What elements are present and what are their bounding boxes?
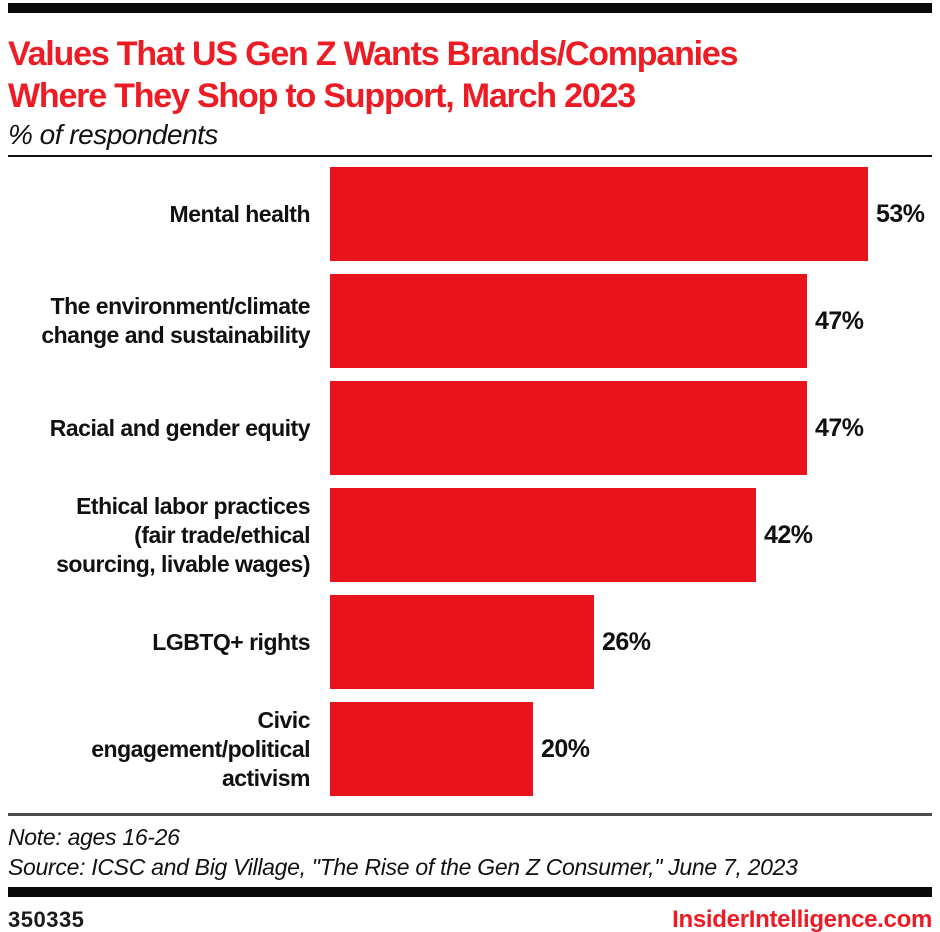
footer-row: 350335 InsiderIntelligence.com	[8, 906, 932, 932]
header-divider	[8, 155, 932, 157]
value-label: 20%	[541, 734, 590, 763]
bar-track: 47%	[330, 274, 932, 368]
bar-segment	[330, 381, 807, 475]
category-label: LGBTQ+ rights	[152, 628, 310, 655]
bar-row: Civic engagement/political activism 20%	[8, 702, 932, 796]
chart-source: Source: ICSC and Big Village, "The Rise …	[8, 854, 798, 880]
bar-segment	[330, 167, 868, 261]
bar-segment	[330, 274, 807, 368]
category-label: Mental health	[169, 200, 311, 227]
value-label: 26%	[602, 627, 651, 656]
bar-track: 26%	[330, 595, 932, 689]
bar-segment	[330, 702, 533, 796]
top-accent-bar	[8, 3, 932, 13]
bar-row: Racial and gender equity 47%	[8, 381, 932, 475]
category-label: The environment/climate change and susta…	[41, 293, 310, 348]
footer-divider	[8, 813, 932, 816]
chart-subtitle: % of respondents	[8, 119, 218, 150]
bar-segment	[330, 595, 594, 689]
bar-row: Mental health 53%	[8, 167, 932, 261]
bar-chart: Mental health 53% The environment/climate …	[8, 167, 932, 796]
bar-row: The environment/climate change and susta…	[8, 274, 932, 368]
value-label: 53%	[876, 199, 925, 228]
value-label: 42%	[764, 520, 813, 549]
category-label: Racial and gender equity	[49, 414, 311, 441]
bar-row: LGBTQ+ rights 26%	[8, 595, 932, 689]
value-label: 47%	[815, 413, 864, 442]
chart-title: Values That US Gen Z Wants Brands/Compan…	[8, 35, 739, 115]
bottom-accent-bar	[8, 887, 932, 897]
bar-segment	[330, 488, 756, 582]
bar-track: 42%	[330, 488, 932, 582]
bar-track: 53%	[330, 167, 932, 261]
bar-row: Ethical labor practices (fair trade/ethi…	[8, 488, 932, 582]
bar-track: 47%	[330, 381, 932, 475]
footnotes: Note: ages 16-26 Source: ICSC and Big Vi…	[8, 822, 932, 882]
category-label: Civic engagement/political activism	[91, 706, 310, 791]
bar-track: 20%	[330, 702, 932, 796]
category-label: Ethical labor practices (fair trade/ethi…	[56, 492, 310, 577]
value-label: 47%	[815, 306, 864, 335]
chart-id: 350335	[8, 907, 85, 932]
brand-link[interactable]: InsiderIntelligence.com	[672, 906, 932, 932]
chart-note: Note: ages 16-26	[8, 824, 180, 850]
